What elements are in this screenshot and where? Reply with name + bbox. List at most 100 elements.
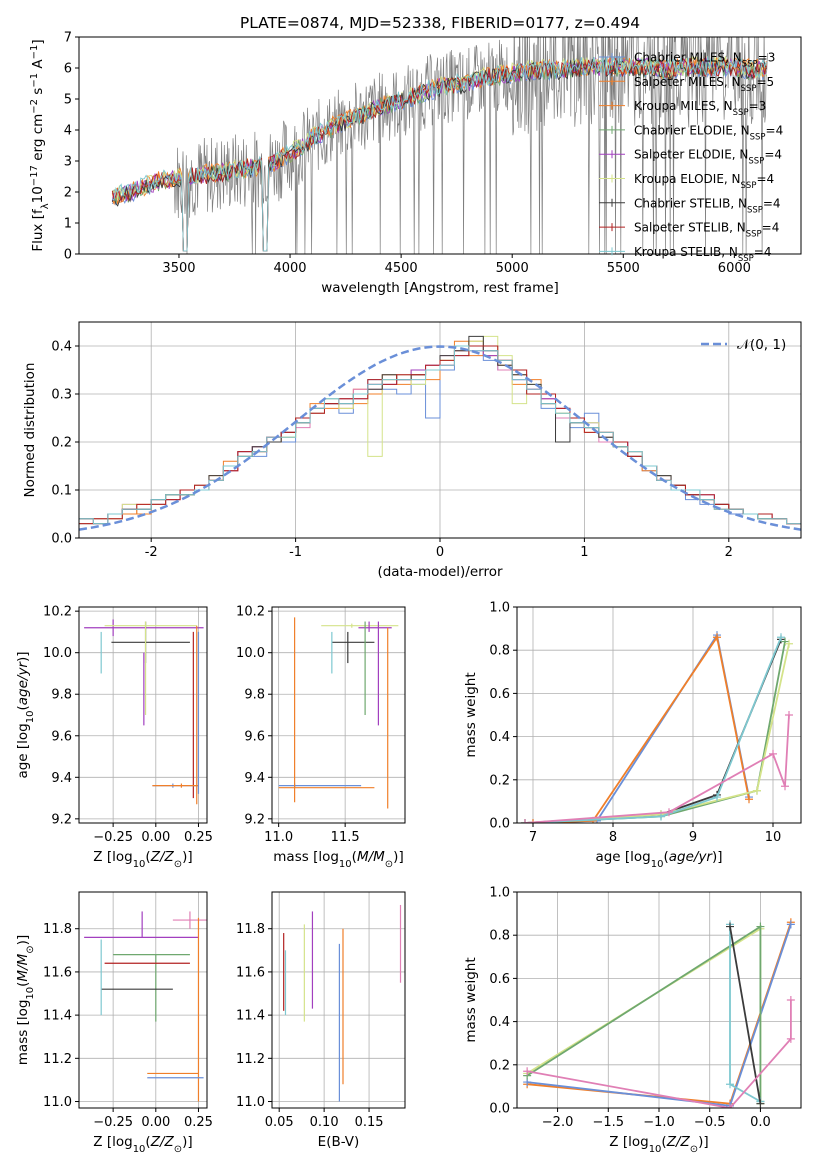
legend-tail: =3 — [758, 51, 776, 65]
weight-vs-age-plot-area — [517, 607, 801, 823]
y-tick-label: 1 — [64, 217, 72, 232]
y-tick-label: 0.3 — [51, 388, 72, 403]
legend-name: Kroupa STELIB, N — [634, 245, 738, 259]
x-axis-label: Z [log10(Z/Z⊙)] — [93, 849, 192, 870]
y-tick-label: 9.2 — [244, 812, 265, 827]
label-part: ⊙ — [690, 1144, 698, 1155]
weight-line-6 — [526, 1000, 792, 1108]
weight-marker — [523, 1067, 532, 1076]
y-tick-label: 0.4 — [489, 1015, 510, 1030]
y-tick-label: 11.0 — [236, 1095, 265, 1110]
y-tick-label: 11.0 — [43, 1095, 72, 1110]
weight-marker — [781, 782, 789, 791]
legend-name: Salpeter STELIB, N — [634, 221, 746, 235]
legend-tail: =4 — [763, 196, 781, 210]
label-part: ⊙ — [174, 1144, 182, 1155]
label-part: 10 — [25, 987, 36, 1000]
y-tick-label: 10.0 — [43, 646, 72, 661]
weight-marker — [777, 633, 785, 642]
y-tick-label: 9.8 — [51, 688, 72, 703]
y-tick-label: 0.6 — [489, 687, 510, 702]
y-tick-label: 11.8 — [43, 922, 72, 937]
label-part: 10 — [133, 1144, 146, 1155]
legend-tail: =4 — [762, 221, 780, 235]
weight-marker — [726, 1080, 734, 1089]
weight-vs-Z-panel: −2.0 −1.5 −1.0 −0.5 0.0 0.0 0.2 0.4 0.6 0.8 1.0 Z [… — [463, 886, 802, 1155]
normal-distribution-curve — [79, 345, 801, 531]
label-part: λ — [40, 203, 51, 209]
y-tick-label: 0.1 — [51, 484, 72, 499]
legend-label: Kroupa STELIB, NSSP=4 — [634, 245, 772, 264]
legend-sub: SSP — [741, 84, 757, 94]
y-tick-label: 9.2 — [51, 812, 72, 827]
y-tick-label: 9.8 — [244, 688, 265, 703]
label-part: ( — [145, 1134, 150, 1150]
y-tick-label: 3 — [64, 155, 72, 170]
label-part: ( — [145, 849, 150, 865]
x-tick-label: 9 — [689, 830, 697, 845]
mass-vs-Z-plot-area — [79, 892, 207, 1108]
y-tick-label: 0 — [64, 248, 72, 263]
legend-sub: SSP — [741, 181, 757, 191]
weight-marker — [726, 1104, 734, 1108]
weight-marker — [713, 633, 721, 642]
label-part: ( — [661, 1134, 666, 1150]
weight-vs-age-frame — [516, 606, 802, 824]
legend-sub: SSP — [748, 157, 764, 167]
mass-vs-Z-frame — [78, 891, 208, 1109]
y-tick-label: 1.0 — [489, 601, 510, 616]
y-axis-label: age [log10(age/yr)] — [15, 651, 36, 778]
label-part: ( — [352, 849, 357, 865]
x-tick-label: -1 — [289, 545, 302, 560]
label-part: ( — [15, 982, 31, 987]
y-tick-label: 7 — [64, 31, 72, 46]
x-tick-label: −0.25 — [93, 1115, 133, 1130]
label-part: −1 — [29, 45, 40, 60]
x-tick-label: 4500 — [385, 261, 418, 276]
legend-name: Chabrier MILES, N — [634, 51, 742, 65]
y-tick-label: 9.4 — [244, 771, 265, 786]
y-tick-label: 9.6 — [244, 729, 265, 744]
legend-tail: =4 — [756, 172, 774, 186]
x-tick-label: 6000 — [718, 261, 751, 276]
age-vs-Z-panel: −0.25 0.00 0.259.29.49.69.810.010.2Z [log1… — [15, 605, 213, 870]
label-part: 10 — [649, 1144, 662, 1155]
x-tick-label: 0.10 — [310, 1115, 339, 1130]
y-tick-label: 11.6 — [236, 965, 265, 980]
y-axis-label: Flux [fλ10−17 erg cm−2 s−1 A−1] — [29, 39, 51, 251]
legend-tail: =5 — [756, 75, 774, 89]
label-part: Z [log — [93, 849, 132, 865]
label-part: E(B-V) — [318, 1134, 360, 1150]
weight-marker — [713, 793, 721, 802]
label-part: Z [log — [609, 1134, 648, 1150]
y-tick-label: 11.6 — [43, 965, 72, 980]
label-part: ⊙ — [385, 859, 393, 870]
legend-label: Kroupa MILES, NSSP=3 — [634, 99, 766, 118]
legend-label: Kroupa ELODIE, NSSP=4 — [634, 172, 774, 191]
y-tick-label: 6 — [64, 62, 72, 77]
x-tick-label: 0.00 — [141, 1115, 170, 1130]
legend-tail: =3 — [749, 99, 767, 113]
weight-line-3 — [526, 924, 762, 1102]
legend-sub: SSP — [750, 132, 766, 142]
y-tick-label: 0.0 — [489, 1102, 510, 1117]
label-part: 10 — [25, 711, 36, 724]
spectrum-panel: 3500 4000 4500 5000 5500 6000 0 1 2 3 4 5 6 7 waveleng… — [29, 31, 802, 296]
x-tick-label: 1 — [580, 545, 588, 560]
x-tick-label: 7 — [529, 830, 537, 845]
legend-name: Salpeter ELODIE, N — [634, 148, 748, 162]
y-tick-label: 1.0 — [489, 886, 510, 901]
label-part: age [log — [595, 849, 650, 865]
y-tick-label: 0.2 — [489, 773, 510, 788]
label-part: mass [log — [15, 1000, 31, 1066]
residuals-panel: -2 -1 0 1 2 0.0 0.1 0.2 0.3 0.4 𝒩(0, 1) (data-model… — [22, 321, 802, 580]
weight-marker — [785, 711, 793, 719]
label-part: Z/Z — [150, 1134, 175, 1150]
label-part: Z/Z — [150, 849, 175, 865]
label-part: )] — [712, 849, 723, 865]
y-tick-label: 0.0 — [51, 532, 72, 547]
weight-marker — [756, 922, 765, 931]
x-axis-label: Z [log10(Z/Z⊙)] — [609, 1134, 708, 1155]
label-part: 10 — [133, 859, 146, 870]
